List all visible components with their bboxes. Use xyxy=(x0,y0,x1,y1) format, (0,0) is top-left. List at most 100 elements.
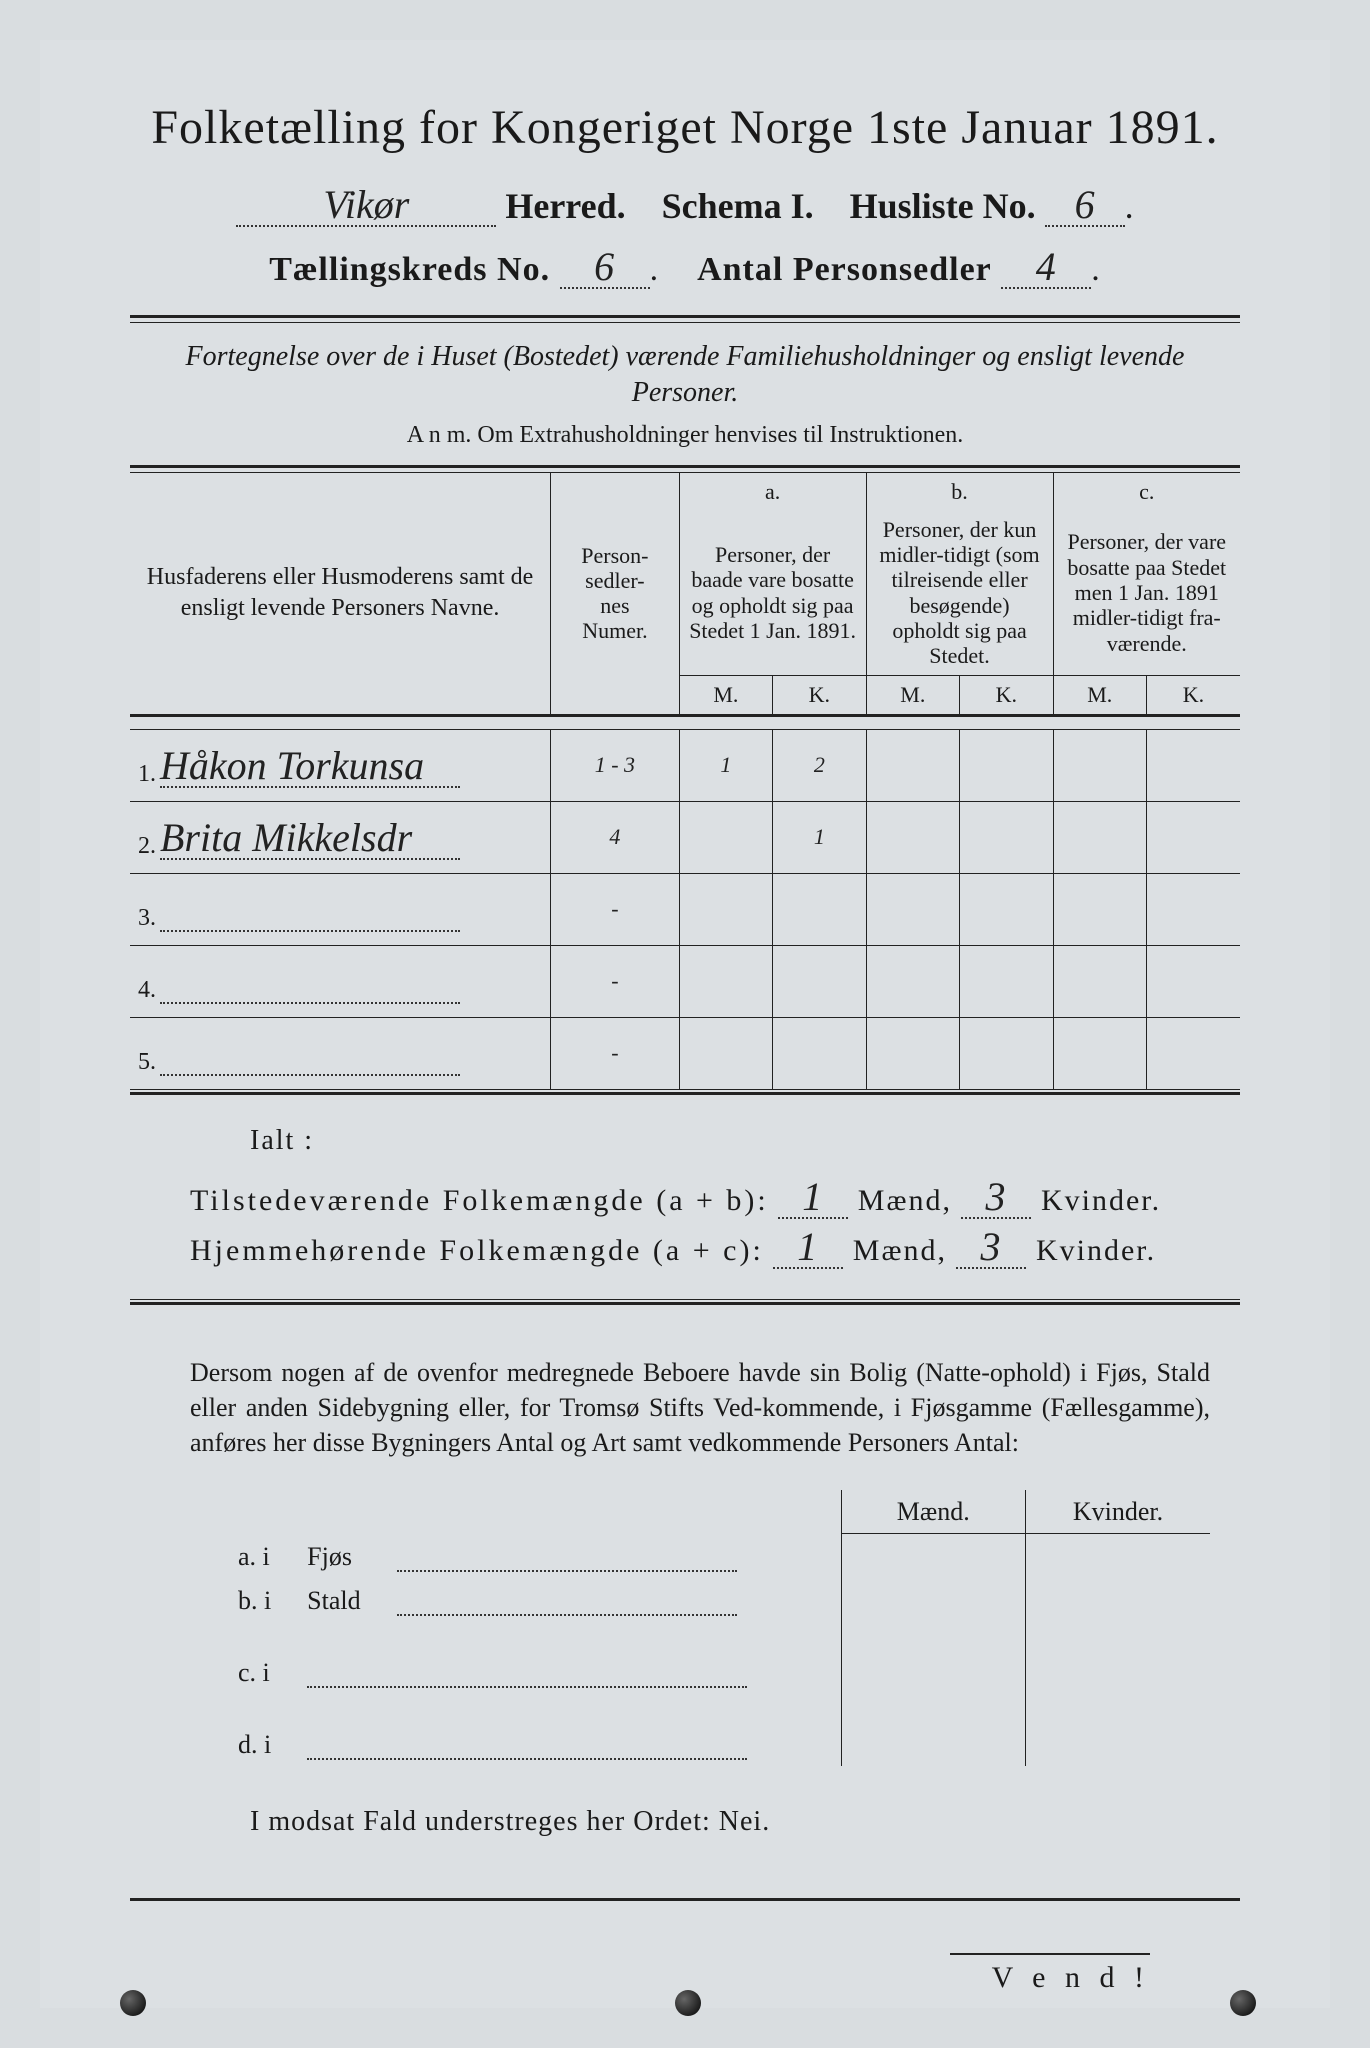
row-number: 2. xyxy=(138,833,160,860)
row-num-field: 4 xyxy=(551,801,680,873)
ialt-label: Ialt : xyxy=(250,1125,1240,1157)
table-row: 3. - xyxy=(130,873,1240,945)
out-row: a. iFjøs xyxy=(230,1534,1210,1578)
col-c-m: M. xyxy=(1053,675,1146,715)
out-row: d. i xyxy=(230,1694,1210,1766)
col-b-label: b. xyxy=(866,473,1053,511)
dots-fill xyxy=(397,1596,737,1616)
rule xyxy=(130,1299,1240,1300)
row-b-k xyxy=(960,1017,1053,1089)
summary-line-2: Hjemmehørende Folkemængde (a + c): 1 Mæn… xyxy=(190,1227,1240,1269)
row-a-m xyxy=(679,801,772,873)
table-row: 5. - xyxy=(130,1017,1240,1089)
dots-fill xyxy=(307,1668,747,1688)
outbuilding-table-wrap: Mænd. Kvinder. a. iFjøsb. iStaldc. id. i xyxy=(230,1490,1210,1766)
kvinder-label: Kvinder. xyxy=(1041,1184,1161,1217)
row-name-field xyxy=(160,886,460,932)
out-row-m xyxy=(841,1622,1025,1694)
maend-label: Mænd, xyxy=(853,1234,947,1267)
col-header-num: Person- sedler- nes Numer. xyxy=(551,473,680,715)
out-row-name xyxy=(299,1622,841,1694)
row-a-k: 1 xyxy=(773,801,866,873)
row-num-field: - xyxy=(551,1017,680,1089)
row-a-k xyxy=(773,873,866,945)
out-row-label: d. i xyxy=(230,1694,299,1766)
col-b-k: K. xyxy=(960,675,1053,715)
out-row-m xyxy=(841,1534,1025,1578)
kreds-label: Tællingskreds No. xyxy=(269,251,550,288)
row-num-field: - xyxy=(551,873,680,945)
col-a-label: a. xyxy=(679,473,866,511)
row-c-k xyxy=(1146,1017,1240,1089)
row-c-m xyxy=(1053,729,1146,801)
table-row: 4.- xyxy=(130,945,1240,1017)
row-number: 3. xyxy=(138,905,160,932)
summary2-label: Hjemmehørende Folkemængde (a + c): xyxy=(190,1234,764,1267)
maend-label: Mænd, xyxy=(858,1184,952,1217)
row-a-m xyxy=(679,1017,772,1089)
kreds-no-field: 6 xyxy=(560,247,650,289)
summary1-m: 1 xyxy=(778,1177,848,1219)
out-row-m xyxy=(841,1578,1025,1622)
summary2-m: 1 xyxy=(773,1227,843,1269)
dots-fill xyxy=(307,1740,747,1760)
rule xyxy=(130,322,1240,323)
row-c-m xyxy=(1053,801,1146,873)
outbuilding-paragraph: Dersom nogen af de ovenfor medregnede Be… xyxy=(190,1355,1210,1460)
out-row: c. i xyxy=(230,1622,1210,1694)
row-b-m xyxy=(866,873,959,945)
row-name-field xyxy=(160,1030,460,1076)
col-a-text: Personer, der baade vare bosatte og opho… xyxy=(679,511,866,675)
rule xyxy=(130,1092,1240,1095)
col-b-m: M. xyxy=(866,675,959,715)
antal-label: Antal Personsedler xyxy=(697,251,992,288)
husliste-no-field: 6 xyxy=(1045,185,1125,227)
out-row-k xyxy=(1026,1622,1210,1694)
rule xyxy=(130,1302,1240,1305)
header-line-2: Vikør Herred. Schema I. Husliste No. 6. xyxy=(130,185,1240,227)
row-a-k: 2 xyxy=(773,729,866,801)
outbuilding-table: Mænd. Kvinder. a. iFjøsb. iStaldc. id. i xyxy=(230,1490,1210,1766)
row-b-m xyxy=(866,801,959,873)
row-a-m: 1 xyxy=(679,729,772,801)
row-b-k xyxy=(960,873,1053,945)
husliste-label: Husliste No. xyxy=(850,186,1036,226)
schema-label: Schema I. xyxy=(662,186,814,226)
nei-line: I modsat Fald understreges her Ordet: Ne… xyxy=(250,1806,1240,1838)
rule xyxy=(130,315,1240,318)
row-a-m xyxy=(679,945,772,1017)
row-c-k xyxy=(1146,801,1240,873)
subtitle: Fortegnelse over de i Huset (Bostedet) v… xyxy=(130,339,1240,412)
out-row-label: a. i xyxy=(230,1534,299,1578)
row-b-k xyxy=(960,801,1053,873)
col-header-name: Husfaderens eller Husmoderens samt de en… xyxy=(130,473,551,715)
dots-fill xyxy=(397,1552,737,1572)
page-title: Folketælling for Kongeriget Norge 1ste J… xyxy=(130,100,1240,155)
pin-icon xyxy=(675,1990,701,2016)
row-c-m xyxy=(1053,1017,1146,1089)
rule xyxy=(130,465,1240,468)
row-c-m xyxy=(1053,945,1146,1017)
summary1-k: 3 xyxy=(961,1177,1031,1219)
table-row: 1.Håkon Torkunsa1 - 312 xyxy=(130,729,1240,801)
row-name-field xyxy=(160,958,460,1004)
rule xyxy=(130,1898,1240,1901)
row-name-field: Brita Mikkelsdr xyxy=(160,814,460,860)
out-row-label: b. i xyxy=(230,1578,299,1622)
out-row-name: Stald xyxy=(299,1578,841,1622)
out-head-m: Mænd. xyxy=(841,1490,1025,1534)
row-b-m xyxy=(866,729,959,801)
out-head-k: Kvinder. xyxy=(1026,1490,1210,1534)
out-row-k xyxy=(1026,1694,1210,1766)
table-row: 2.Brita Mikkelsdr 4 1 xyxy=(130,801,1240,873)
vend-label: V e n d ! xyxy=(950,1953,1150,1995)
summary-line-1: Tilstedeværende Folkemængde (a + b): 1 M… xyxy=(190,1177,1240,1219)
out-row-m xyxy=(841,1694,1025,1766)
row-b-m xyxy=(866,1017,959,1089)
herred-name-field: Vikør xyxy=(236,185,496,227)
row-num-field: 1 - 3 xyxy=(551,729,680,801)
herred-label: Herred. xyxy=(505,186,625,226)
row-a-m xyxy=(679,873,772,945)
row-number: 5. xyxy=(138,1049,160,1076)
out-row-k xyxy=(1026,1578,1210,1622)
